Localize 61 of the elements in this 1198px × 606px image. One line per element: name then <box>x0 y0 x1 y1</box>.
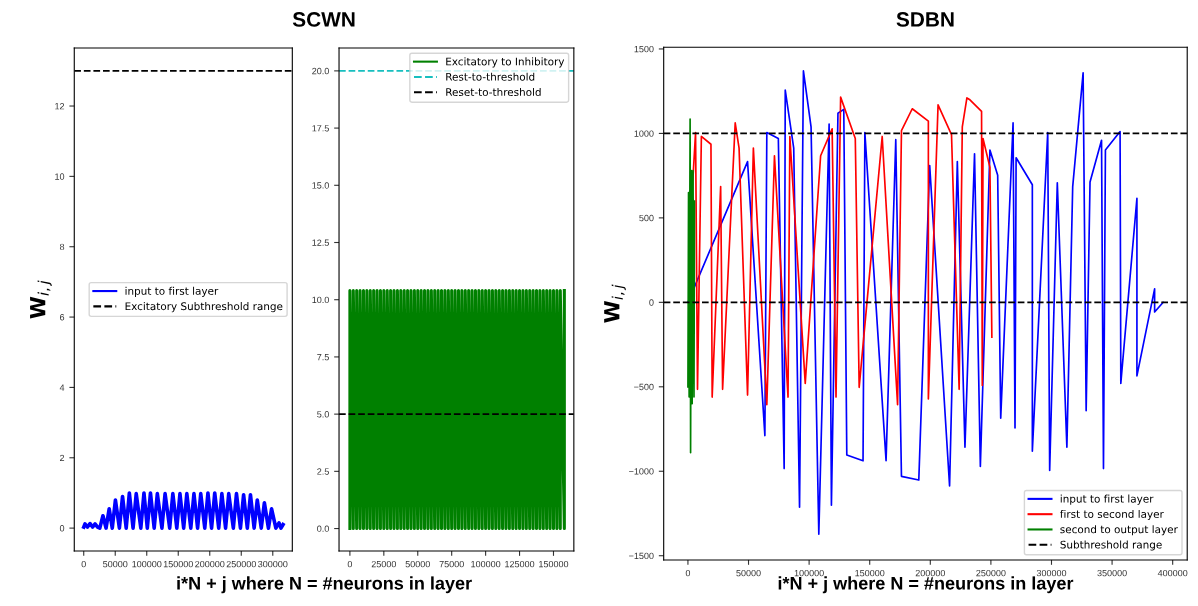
legend-label: input to first layer <box>125 286 219 297</box>
y-tick-label: 20.0 <box>312 67 329 75</box>
y-tick-label: 10.0 <box>312 296 329 304</box>
x-tick-label: 0 <box>81 560 86 568</box>
x-tick-label: 300000 <box>258 560 288 568</box>
legend-label: Subthreshold range <box>1060 540 1162 551</box>
x-tick-label: 50000 <box>103 560 128 568</box>
x-tick-label: 400000 <box>1157 569 1188 577</box>
chart-title: SCWN <box>292 12 355 27</box>
y-tick-label: 0 <box>649 299 654 306</box>
y-axis-title: W$_{i,j}$ <box>604 284 626 323</box>
x-tick-label: 200000 <box>195 560 225 568</box>
y-tick-label: 8 <box>59 243 65 251</box>
legend-label: Reset-to-threshold <box>446 87 541 97</box>
y-tick-label: 1500 <box>634 45 654 53</box>
y-tick-label: −500 <box>634 383 654 391</box>
x-tick-label: 100000 <box>794 569 824 577</box>
y-tick-label: 500 <box>639 214 654 222</box>
y-tick-label: 5.0 <box>317 411 329 418</box>
chart-title: SDBN <box>896 12 954 27</box>
ref-line-label: Rest-to-threshold <box>446 72 535 81</box>
y-tick-label: 10 <box>55 173 65 180</box>
x-tick-label: 250000 <box>976 569 1006 577</box>
x-tick-label: 150000 <box>163 560 193 568</box>
x-tick-label: 125000 <box>505 560 535 568</box>
legend-label: input to first layer <box>1060 494 1154 505</box>
y-tick-label: −1000 <box>629 468 654 475</box>
x-tick-label: 100000 <box>471 560 501 568</box>
y-tick-label: 12.5 <box>312 239 329 246</box>
x-tick-label: 250000 <box>226 560 256 568</box>
legend-label: first to second layer <box>1060 509 1164 520</box>
y-tick-label: 15.0 <box>312 182 329 189</box>
x-tick-label: 25000 <box>371 560 397 568</box>
x-tick-label: 150000 <box>539 560 569 568</box>
legend-label: second to output layer <box>1060 525 1178 536</box>
y-tick-label: 1000 <box>634 130 654 137</box>
y-tick-label: 0.0 <box>317 525 329 532</box>
x-tick-label: 0 <box>347 560 353 568</box>
y-tick-label: 4 <box>59 384 65 391</box>
legend-label: Excitatory to Inhibitory <box>446 57 565 68</box>
y-tick-label: 2 <box>59 454 65 462</box>
y-tick-label: 2.5 <box>317 468 329 475</box>
x-axis-title: i*N + j where N = #neurons in layer <box>177 576 472 594</box>
x-tick-label: 50000 <box>405 560 430 568</box>
x-tick-label: 0 <box>685 569 691 577</box>
legend-label: Excitatory Subthreshold range <box>125 302 283 313</box>
y-tick-label: 12 <box>55 103 65 110</box>
y-axis-title: W$_{i,j}$ <box>30 280 52 319</box>
y-tick-label: 0 <box>59 525 65 532</box>
x-tick-label: 75000 <box>439 560 464 568</box>
y-tick-label: −1500 <box>629 552 654 560</box>
x-tick-label: 300000 <box>1036 569 1067 577</box>
x-tick-label: 100000 <box>132 560 162 568</box>
x-tick-label: 150000 <box>855 569 885 577</box>
y-tick-label: 17.5 <box>312 125 329 132</box>
y-tick-label: 6 <box>59 314 65 321</box>
x-tick-label: 350000 <box>1097 569 1127 577</box>
x-tick-label: 200000 <box>915 569 946 577</box>
y-tick-label: 7.5 <box>317 353 329 361</box>
x-tick-label: 50000 <box>736 569 761 577</box>
x-axis-title: i*N + j where N = #neurons in layer <box>778 576 1074 594</box>
